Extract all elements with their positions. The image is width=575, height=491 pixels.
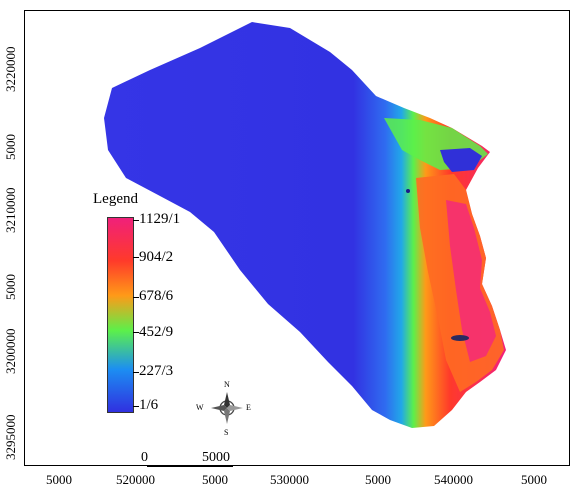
legend-label-max: 1129/1 (139, 211, 181, 227)
legend-tick (133, 332, 139, 333)
y-label-6: 3295000 (3, 414, 18, 461)
legend-label-min: 1/6 (139, 397, 159, 413)
legend-tick (133, 220, 139, 221)
legend-label-3: 678/6 (139, 288, 174, 304)
legend-title: Legend (93, 191, 138, 207)
y-label-3: 3210000 (3, 187, 18, 234)
highland-peak-zone (446, 200, 496, 362)
scale-end-label: 5000 (202, 450, 230, 465)
compass-north: N (224, 380, 230, 389)
legend-tick (133, 297, 139, 298)
y-label-1: 3220000 (3, 46, 18, 93)
legend-label-4: 452/9 (139, 324, 174, 340)
legend-label-5: 227/3 (139, 363, 174, 379)
compass-west: W (196, 403, 204, 412)
legend-label-2: 904/2 (139, 249, 174, 265)
y-label-5: 3200000 (3, 328, 18, 375)
depression-feature (451, 335, 469, 341)
legend-tick (133, 406, 139, 407)
x-label-6: 540000 (434, 472, 473, 487)
scale-bar (147, 466, 233, 467)
x-label-5: 5000 (365, 472, 391, 487)
legend-tick (133, 372, 139, 373)
x-label-1: 5000 (46, 472, 72, 487)
x-label-3: 5000 (202, 472, 228, 487)
x-label-7: 5000 (521, 472, 547, 487)
lake-pocket (440, 148, 482, 172)
y-label-2: 5000 (3, 134, 18, 160)
compass-south: S (224, 428, 229, 437)
compass-rose-icon: N S W E (196, 380, 262, 440)
map-frame (24, 10, 570, 466)
legend-tick (133, 257, 139, 258)
x-label-4: 530000 (270, 472, 309, 487)
dot-feature (406, 189, 410, 193)
legend-color-bar (107, 217, 134, 413)
compass-east: E (246, 403, 251, 412)
scale-start-label: 0 (141, 450, 148, 465)
y-label-4: 5000 (3, 274, 18, 300)
x-label-2: 520000 (116, 472, 155, 487)
